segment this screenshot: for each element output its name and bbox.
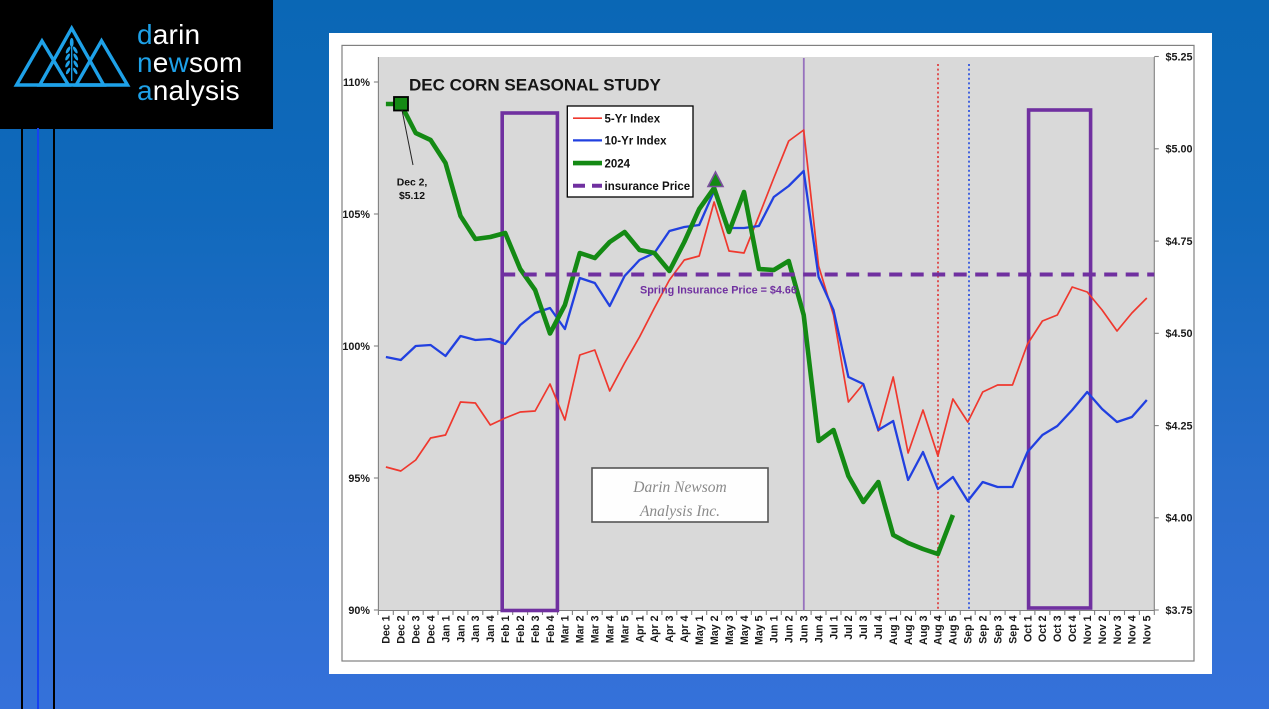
svg-text:100%: 100% — [342, 341, 370, 353]
svg-text:DEC CORN SEASONAL STUDY: DEC CORN SEASONAL STUDY — [409, 76, 662, 95]
svg-text:Sep 2: Sep 2 — [978, 615, 990, 643]
svg-text:Mar 2: Mar 2 — [575, 615, 587, 643]
svg-text:Dec 1: Dec 1 — [381, 615, 393, 643]
svg-text:Spring Insurance Price = $4.66: Spring Insurance Price = $4.66 — [640, 285, 797, 297]
svg-text:insurance Price: insurance Price — [605, 181, 691, 193]
svg-text:$5.12: $5.12 — [399, 191, 425, 202]
svg-text:$5.25: $5.25 — [1166, 51, 1193, 63]
svg-text:Feb 3: Feb 3 — [530, 615, 542, 643]
svg-text:Aug 2: Aug 2 — [903, 615, 915, 645]
svg-text:90%: 90% — [348, 605, 370, 617]
svg-text:Mar 5: Mar 5 — [619, 615, 631, 643]
svg-text:110%: 110% — [343, 77, 370, 89]
svg-text:$5.00: $5.00 — [1166, 144, 1193, 156]
svg-text:Aug 3: Aug 3 — [918, 615, 930, 645]
svg-text:Mar 4: Mar 4 — [605, 615, 617, 643]
svg-text:May 2: May 2 — [709, 615, 721, 645]
svg-text:Nov 4: Nov 4 — [1127, 615, 1139, 644]
svg-text:Jan 3: Jan 3 — [470, 615, 482, 642]
svg-text:analysis: analysis — [137, 75, 240, 106]
svg-text:Jul 3: Jul 3 — [858, 615, 870, 639]
svg-text:Oct 1: Oct 1 — [1022, 615, 1034, 642]
svg-text:Jun 2: Jun 2 — [784, 615, 796, 643]
svg-text:Mar 1: Mar 1 — [560, 615, 572, 643]
svg-text:$4.00: $4.00 — [1166, 513, 1193, 525]
svg-text:Analysis Inc.: Analysis Inc. — [639, 503, 720, 520]
svg-text:Oct 3: Oct 3 — [1052, 615, 1064, 642]
svg-text:Jan 1: Jan 1 — [440, 615, 452, 642]
svg-text:Nov 1: Nov 1 — [1082, 615, 1094, 644]
svg-text:Jan 2: Jan 2 — [455, 615, 467, 642]
svg-text:Sep 3: Sep 3 — [992, 615, 1004, 643]
svg-text:2024: 2024 — [605, 158, 631, 170]
svg-text:Apr 4: Apr 4 — [679, 615, 691, 642]
svg-text:Jan 4: Jan 4 — [485, 615, 497, 642]
svg-text:Nov 2: Nov 2 — [1097, 615, 1109, 644]
svg-text:$4.50: $4.50 — [1166, 328, 1193, 340]
svg-text:Jun 1: Jun 1 — [769, 615, 781, 643]
svg-text:Sep 4: Sep 4 — [1007, 615, 1019, 643]
svg-text:$4.75: $4.75 — [1166, 236, 1193, 248]
svg-text:May 1: May 1 — [694, 615, 706, 645]
svg-text:Mar 3: Mar 3 — [590, 615, 602, 643]
svg-text:Oct 2: Oct 2 — [1037, 615, 1049, 642]
svg-text:Aug 4: Aug 4 — [933, 615, 945, 645]
svg-text:Feb 2: Feb 2 — [515, 615, 527, 643]
svg-text:Jul 2: Jul 2 — [843, 615, 855, 639]
svg-text:105%: 105% — [342, 209, 370, 221]
svg-text:Apr 1: Apr 1 — [634, 615, 646, 642]
svg-text:95%: 95% — [348, 473, 370, 485]
svg-text:Dec 4: Dec 4 — [425, 615, 437, 643]
svg-text:Oct 4: Oct 4 — [1067, 615, 1079, 642]
svg-text:$3.75: $3.75 — [1166, 605, 1193, 617]
svg-text:May 5: May 5 — [754, 615, 766, 645]
svg-text:Jun 4: Jun 4 — [813, 615, 825, 643]
svg-text:Feb 4: Feb 4 — [545, 615, 557, 643]
svg-text:darin: darin — [137, 19, 200, 50]
svg-text:Darin Newsom: Darin Newsom — [632, 479, 726, 496]
svg-text:10-Yr Index: 10-Yr Index — [605, 136, 668, 148]
svg-text:$4.25: $4.25 — [1166, 421, 1193, 433]
svg-text:Dec 3: Dec 3 — [411, 615, 423, 643]
svg-text:Nov 5: Nov 5 — [1142, 615, 1154, 644]
svg-text:Sep 1: Sep 1 — [963, 615, 975, 643]
svg-text:Aug 5: Aug 5 — [948, 615, 960, 645]
svg-text:Apr 3: Apr 3 — [664, 615, 676, 642]
svg-text:Jun 3: Jun 3 — [799, 615, 811, 643]
svg-text:newsom: newsom — [137, 47, 242, 78]
svg-text:Aug 1: Aug 1 — [888, 615, 900, 645]
svg-text:Feb 1: Feb 1 — [500, 615, 512, 643]
svg-text:Jul 4: Jul 4 — [873, 615, 885, 639]
svg-text:Dec 2: Dec 2 — [396, 615, 408, 643]
svg-text:Jul 1: Jul 1 — [828, 615, 840, 639]
svg-text:Nov 3: Nov 3 — [1112, 615, 1124, 644]
svg-text:Apr 2: Apr 2 — [649, 615, 661, 642]
svg-text:May 3: May 3 — [724, 615, 736, 645]
svg-text:May 4: May 4 — [739, 615, 751, 645]
svg-text:5-Yr Index: 5-Yr Index — [605, 114, 661, 126]
svg-text:Dec 2,: Dec 2, — [397, 178, 428, 189]
